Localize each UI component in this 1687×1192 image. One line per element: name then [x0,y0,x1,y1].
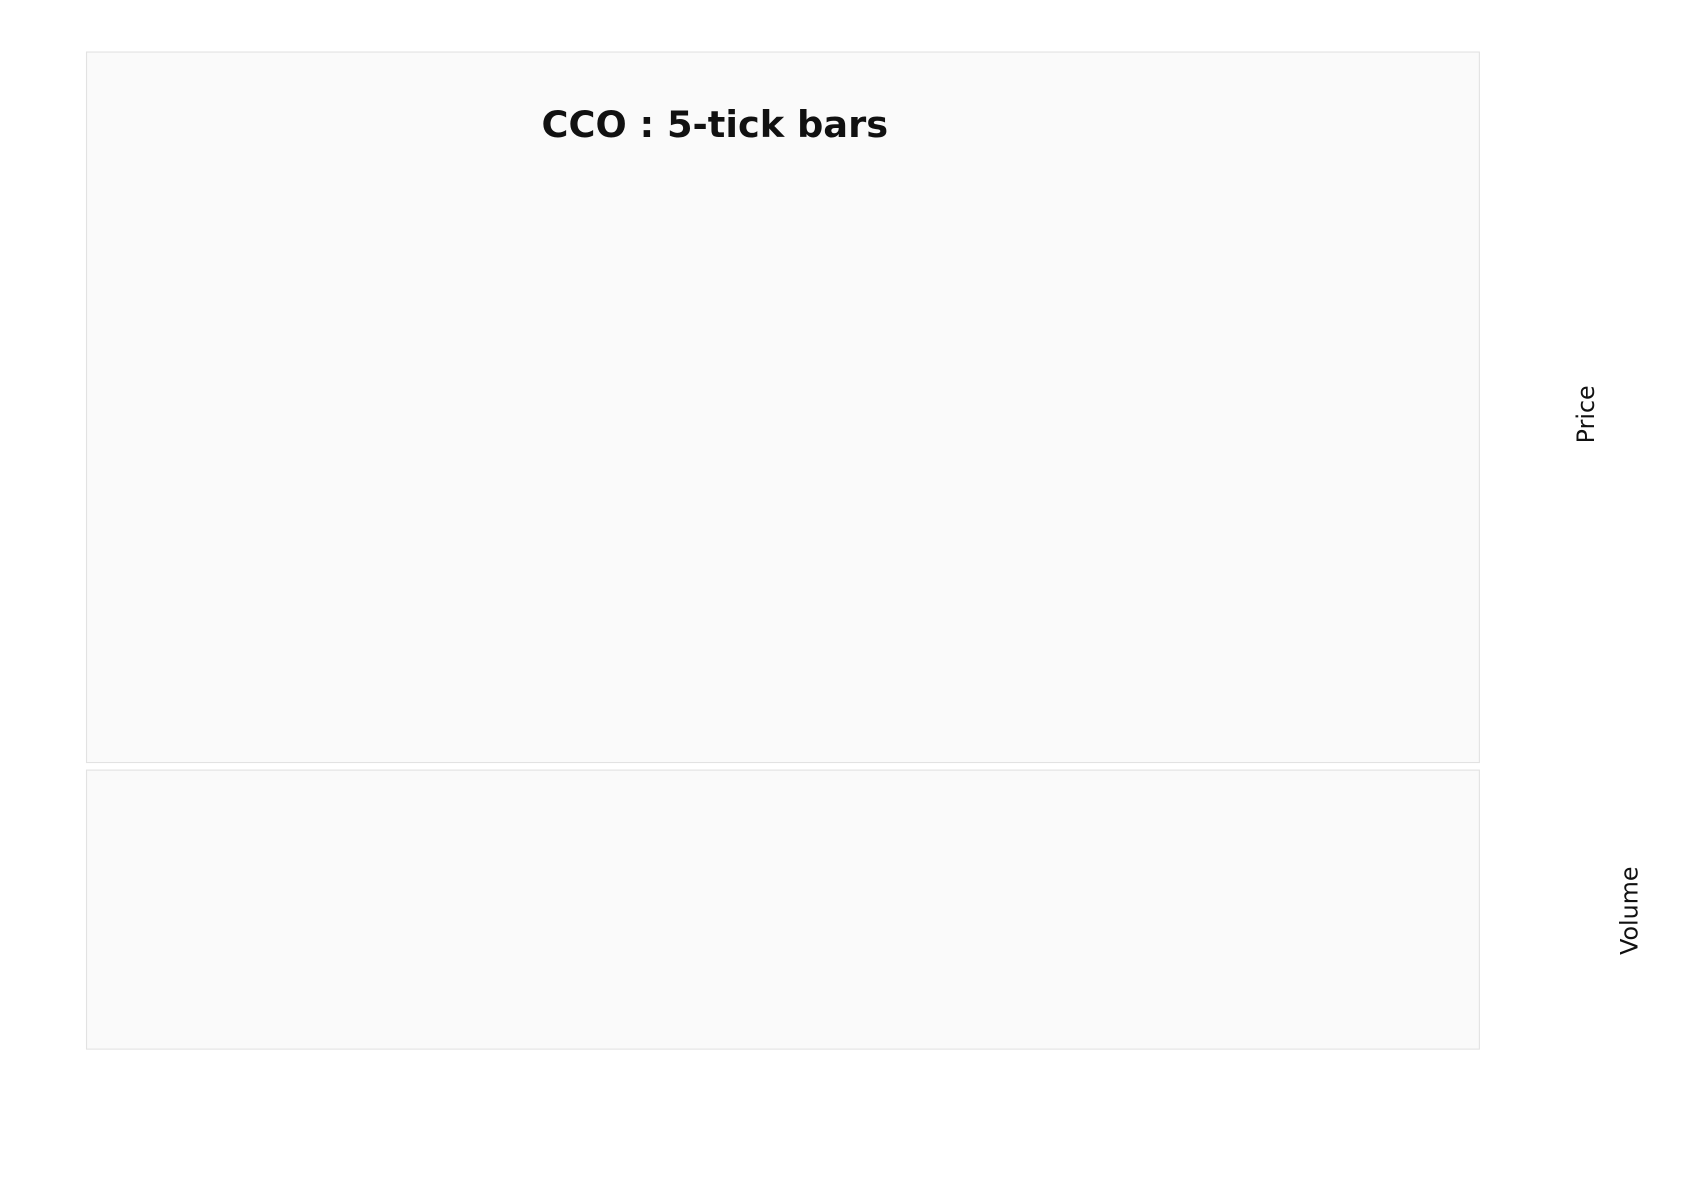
y-axis-label: Price [1572,385,1600,443]
chart-title: CCO : 5-tick bars [542,103,889,146]
volume-panel [85,769,1480,1050]
price-panel [85,51,1480,764]
volume-axis-label: Volume [1615,866,1643,954]
